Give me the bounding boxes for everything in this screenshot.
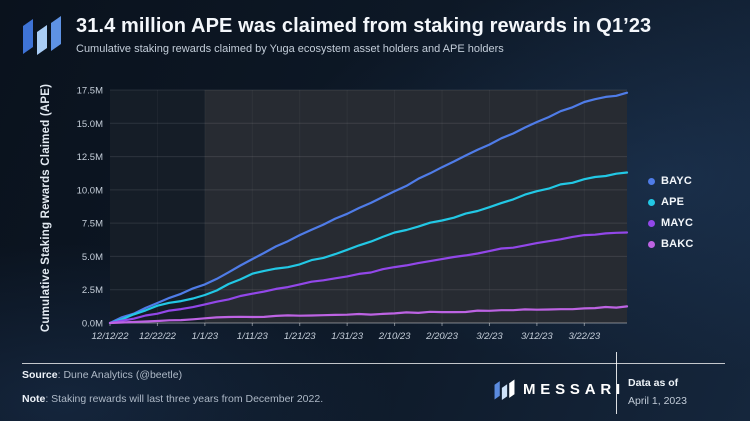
series-line-bakc: [108, 305, 629, 325]
note-line: Note: Staking rewards will last three ye…: [22, 392, 324, 405]
x-tick-label: 2/10/23: [378, 331, 411, 342]
footer-separator: [22, 363, 725, 364]
brand-wordmark: MESSARI: [523, 381, 625, 398]
legend-dot-icon: [648, 240, 655, 248]
messari-logo-icon: [23, 16, 61, 55]
page-subtitle: Cumulative staking rewards claimed by Yu…: [76, 43, 504, 55]
header-text: 31.4 million APE was claimed from stakin…: [76, 15, 651, 55]
header: 31.4 million APE was claimed from stakin…: [22, 15, 651, 55]
source-text: : Dune Analytics (@beetle): [57, 369, 183, 381]
y-tick-label: 17.5M: [77, 86, 103, 97]
y-tick-label: 12.5M: [77, 152, 103, 163]
y-axis-label: Cumulative Staking Rewards Claimed (APE): [40, 83, 52, 333]
y-tick-label: 0.0M: [82, 319, 103, 330]
x-tick-label: 1/21/23: [284, 331, 316, 342]
legend-label: BAKC: [661, 238, 694, 250]
legend: BAYC APE MAYC BAKC: [648, 175, 694, 259]
legend-dot-icon: [648, 198, 655, 206]
data-as-of-date: April 1, 2023: [628, 394, 687, 407]
y-tick-label: 15.0M: [77, 119, 103, 130]
x-tick-label: 12/12/22: [92, 331, 130, 342]
page-title: 31.4 million APE was claimed from stakin…: [76, 15, 652, 37]
series-line-bayc: [108, 91, 629, 325]
x-tick-label: 3/22/23: [568, 331, 600, 342]
plot-background: [110, 90, 627, 323]
x-tick-label: 3/12/23: [521, 331, 553, 342]
x-tick-label: 3/2/23: [476, 331, 503, 342]
legend-item-bayc[interactable]: BAYC: [648, 175, 694, 187]
y-tick-label: 2.5M: [82, 285, 103, 296]
x-tick-label: 2/20/23: [425, 331, 458, 342]
data-as-of-label: Data as of: [628, 377, 679, 389]
x-tick-label: 1/31/23: [331, 331, 363, 342]
y-tick-label: 7.5M: [82, 219, 103, 230]
legend-dot-icon: [648, 219, 655, 227]
source-line: Source: Dune Analytics (@beetle): [22, 370, 323, 381]
legend-item-mayc[interactable]: MAYC: [648, 217, 694, 229]
q1-highlight-region: [204, 90, 628, 323]
data-as-of: Data as of April 1, 2023: [628, 378, 687, 406]
legend-label: BAYC: [661, 175, 692, 187]
series-line-ape: [108, 171, 629, 325]
legend-item-ape[interactable]: APE: [648, 196, 694, 208]
x-tick-label: 12/22/22: [139, 331, 177, 342]
note-text: : Staking rewards will last three years …: [45, 392, 324, 405]
note-label: Note: [22, 392, 46, 405]
y-tick-label: 10.0M: [77, 185, 103, 196]
series-line-mayc: [108, 231, 629, 325]
source-label: Source: [22, 369, 58, 381]
footer-divider: [616, 352, 617, 414]
legend-item-bakc[interactable]: BAKC: [648, 238, 694, 250]
x-tick-label: 1/11/23: [237, 331, 269, 342]
legend-label: MAYC: [661, 217, 694, 229]
footer-notes: Source: Dune Analytics (@beetle) Note: S…: [22, 370, 323, 417]
messari-footer-logo-icon: [494, 379, 515, 400]
x-tick-label: 1/1/23: [192, 331, 219, 342]
brand-block: MESSARI: [494, 379, 625, 400]
legend-label: APE: [661, 196, 685, 208]
y-tick-label: 5.0M: [82, 252, 103, 263]
legend-dot-icon: [648, 177, 655, 185]
